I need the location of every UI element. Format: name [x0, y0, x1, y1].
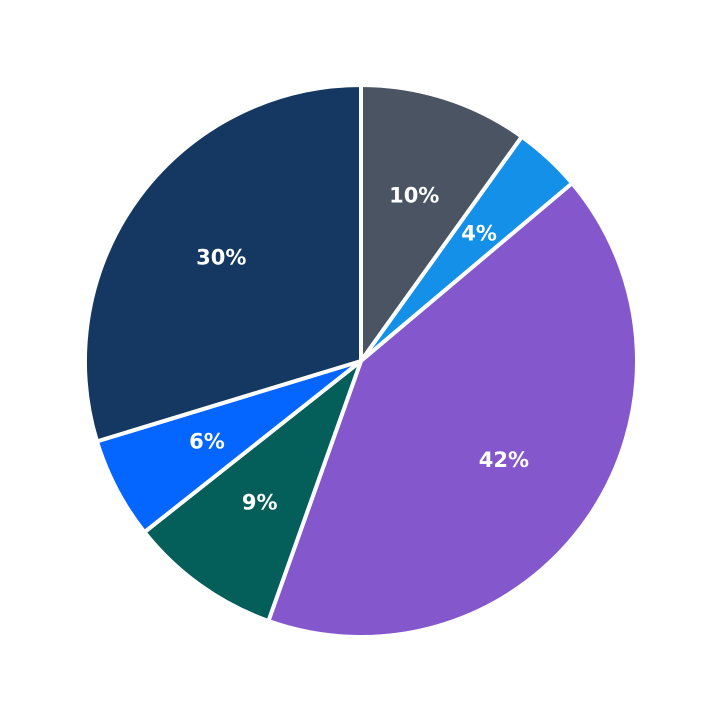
pie-slices — [82, 83, 639, 639]
pie-slice-label-0: 10% — [389, 183, 439, 207]
pie-slice-label-2: 42% — [479, 448, 529, 472]
pie-slice-2 — [266, 181, 639, 639]
pie-slice-labels: 10% 4% 42% 9% 6% 30% — [189, 183, 529, 514]
pie-slice-0 — [359, 83, 524, 363]
pie-slice-3 — [142, 359, 363, 623]
pie-slice-label-4: 6% — [189, 430, 225, 454]
pie-slice-label-5: 30% — [196, 245, 246, 269]
pie-slice-5 — [82, 83, 363, 444]
pie-slice-label-3: 9% — [242, 490, 278, 514]
pie-slice-label-1: 4% — [461, 221, 497, 245]
